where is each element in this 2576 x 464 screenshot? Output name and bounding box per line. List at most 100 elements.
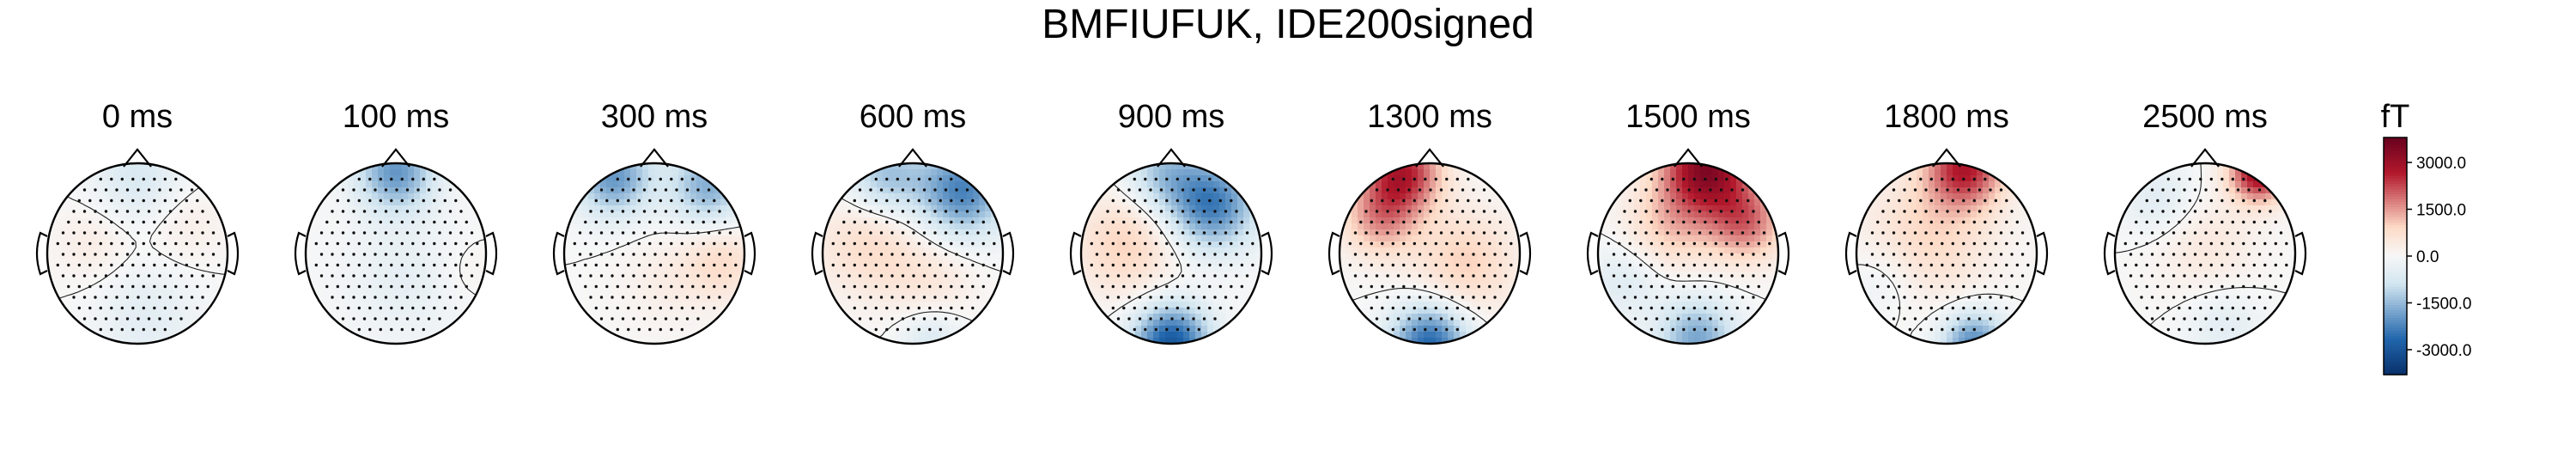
colorbar-swatch xyxy=(2384,153,2407,156)
sensor-dots xyxy=(1348,177,1513,332)
nose-marker xyxy=(1415,148,1444,168)
colorbar-swatch xyxy=(2384,230,2407,234)
colorbar-swatch xyxy=(2384,367,2407,370)
nose-marker xyxy=(1157,148,1186,168)
colorbar-swatch xyxy=(2384,284,2407,288)
sensor-dots xyxy=(1865,177,2030,332)
colorbar-swatch xyxy=(2384,305,2407,308)
colorbar-swatch xyxy=(2384,362,2407,365)
head-outline xyxy=(1596,162,1780,345)
colorbar-swatch xyxy=(2384,150,2407,154)
colorbar-swatch xyxy=(2384,143,2407,146)
right-ear xyxy=(227,231,240,276)
colorbar-swatch xyxy=(2384,318,2407,321)
head-outline xyxy=(2113,162,2297,345)
colorbar-swatch xyxy=(2384,161,2407,164)
colorbar-swatch xyxy=(2384,158,2407,162)
colorbar-swatch xyxy=(2384,287,2407,290)
colorbar-swatch xyxy=(2384,184,2407,187)
colorbar-swatch xyxy=(2384,238,2407,241)
colorbar-swatch xyxy=(2384,339,2407,342)
colorbar-swatch xyxy=(2384,174,2407,177)
colorbar-swatch xyxy=(2384,333,2407,337)
colorbar-unit: fT xyxy=(2381,99,2410,135)
chart-title: BMFIUFUK, IDE200signed xyxy=(1042,2,1534,47)
colorbar-swatch xyxy=(2384,313,2407,316)
left-ear xyxy=(294,231,307,276)
colorbar-swatch xyxy=(2384,251,2407,254)
topomap-time-label: 1500 ms xyxy=(1625,99,1751,135)
colorbar-swatch xyxy=(2384,246,2407,249)
left-ear xyxy=(552,231,565,276)
colorbar-swatch xyxy=(2384,225,2407,229)
topomap-row: 0 ms 100 ms 300 ms 600 ms 900 ms 1300 ms 1500 … xyxy=(35,99,2307,345)
right-ear xyxy=(2036,231,2049,276)
colorbar-swatch xyxy=(2384,279,2407,283)
colorbar: fT 3000.0 1500.0 0.0 -1500.0 -3000.0 xyxy=(2381,99,2471,375)
colorbar-swatch xyxy=(2384,274,2407,278)
head-outline xyxy=(1079,162,1263,345)
colorbar-swatch xyxy=(2384,248,2407,252)
colorbar-swatch xyxy=(2384,145,2407,149)
sensor-dots xyxy=(1090,177,1255,332)
colorbar-swatch xyxy=(2384,243,2407,247)
topomap-2: 300 ms xyxy=(552,99,756,345)
right-ear xyxy=(744,231,756,276)
colorbar-swatch xyxy=(2384,166,2407,169)
sensor-dots xyxy=(2123,177,2288,332)
colorbar-swatch xyxy=(2384,344,2407,347)
left-ear xyxy=(811,231,823,276)
colorbar-swatch xyxy=(2384,321,2407,324)
colorbar-swatch xyxy=(2384,354,2407,357)
colorbar-swatch xyxy=(2384,140,2407,143)
right-ear xyxy=(1519,231,1532,276)
colorbar-tick-label: -1500.0 xyxy=(2416,295,2471,313)
colorbar-swatch xyxy=(2384,292,2407,296)
colorbar-swatch xyxy=(2384,241,2407,244)
colorbar-swatch xyxy=(2384,217,2407,221)
right-ear xyxy=(1777,231,1790,276)
colorbar-swatch xyxy=(2384,315,2407,319)
left-ear xyxy=(1844,231,1857,276)
head-outline xyxy=(1855,162,2038,345)
colorbar-swatch xyxy=(2384,323,2407,327)
topomap-time-label: 300 ms xyxy=(601,99,708,135)
left-ear xyxy=(2103,231,2116,276)
colorbar-swatch xyxy=(2384,269,2407,272)
colorbar-swatch xyxy=(2384,181,2407,185)
colorbar-swatch xyxy=(2384,171,2407,174)
colorbar-swatch xyxy=(2384,282,2407,285)
topomap-7: 1800 ms xyxy=(1844,99,2049,345)
topomap-time-label: 100 ms xyxy=(343,99,450,135)
right-ear xyxy=(485,231,498,276)
topomap-colorfield xyxy=(1081,163,1261,344)
colorbar-swatch xyxy=(2384,220,2407,223)
colorbar-swatch xyxy=(2384,264,2407,267)
colorbar-swatch xyxy=(2384,259,2407,262)
colorbar-swatch xyxy=(2384,310,2407,314)
colorbar-swatch xyxy=(2384,189,2407,192)
colorbar-swatch xyxy=(2384,331,2407,334)
colorbar-swatch xyxy=(2384,197,2407,200)
colorbar-swatch xyxy=(2384,228,2407,231)
head-outline xyxy=(46,162,229,345)
left-ear xyxy=(1586,231,1599,276)
colorbar-tick-label: 3000.0 xyxy=(2416,155,2466,173)
topomap-time-label: 1800 ms xyxy=(1884,99,2009,135)
topomap-time-label: 900 ms xyxy=(1118,99,1225,135)
colorbar-swatch xyxy=(2384,346,2407,350)
nose-marker xyxy=(1674,148,1703,168)
colorbar-swatch xyxy=(2384,261,2407,265)
colorbar-swatch xyxy=(2384,253,2407,257)
colorbar-swatch xyxy=(2384,295,2407,298)
nose-marker xyxy=(1932,148,1961,168)
colorbar-swatch xyxy=(2384,341,2407,345)
topomap-time-label: 600 ms xyxy=(860,99,967,135)
colorbar-swatch xyxy=(2384,215,2407,218)
sensor-dots xyxy=(314,177,479,332)
colorbar-swatch xyxy=(2384,266,2407,270)
topomap-time-label: 1300 ms xyxy=(1367,99,1492,135)
right-ear xyxy=(2294,231,2307,276)
colorbar-swatch xyxy=(2384,205,2407,208)
colorbar-swatch xyxy=(2384,328,2407,332)
